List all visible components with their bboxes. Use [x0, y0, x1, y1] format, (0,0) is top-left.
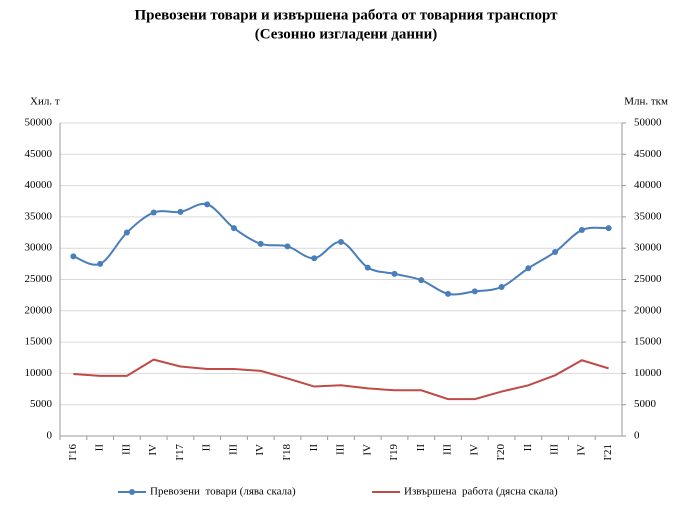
y-tick-label: 25000 [25, 273, 53, 285]
y-tick-label: 50000 [25, 117, 53, 129]
y-tick-label: 10000 [25, 367, 53, 379]
y2-tick-label: 50000 [634, 117, 662, 129]
point-marker [204, 201, 211, 208]
x-tick-label: III [227, 444, 239, 455]
point-marker [605, 225, 612, 232]
y-tick-label: 45000 [25, 148, 53, 160]
x-tick-label: I'16 [67, 444, 79, 461]
point-marker [578, 227, 585, 234]
x-tick-label: II [308, 444, 320, 452]
x-tick-label: I'18 [281, 444, 293, 461]
point-marker [70, 253, 77, 260]
x-tick-label: III [549, 444, 561, 455]
point-marker [284, 243, 291, 250]
point-marker [150, 209, 157, 216]
x-tick-label: IV [254, 444, 266, 456]
x-tick-label: I'17 [174, 444, 186, 461]
point-marker [445, 290, 452, 297]
point-marker [123, 229, 130, 236]
y2-tick-label: 45000 [634, 148, 662, 160]
point-marker [97, 260, 104, 267]
y2-tick-label: 35000 [634, 210, 662, 222]
point-marker [177, 208, 184, 215]
point-marker [525, 265, 532, 272]
y2-tick-label: 40000 [634, 179, 662, 191]
point-marker [257, 240, 264, 247]
x-tick-label: III [442, 444, 454, 455]
y-tick-label: 35000 [25, 210, 53, 222]
y2-tick-label: 30000 [634, 242, 662, 254]
y2-tick-label: 10000 [634, 367, 662, 379]
x-tick-label: IV [468, 444, 480, 456]
x-tick-label: II [415, 444, 427, 452]
y2-tick-label: 25000 [634, 273, 662, 285]
y2-tick-label: 0 [634, 430, 640, 442]
legend-label: Превозени товари (лява скала) [150, 486, 296, 498]
point-marker [230, 225, 237, 232]
x-tick-label: I'19 [388, 444, 400, 461]
x-tick-label: IV [575, 444, 587, 456]
point-marker [418, 277, 425, 284]
x-tick-label: I'21 [602, 444, 614, 461]
y-tick-label: 40000 [25, 179, 53, 191]
y2-axis-label: Млн. ткм [624, 96, 668, 108]
point-marker [471, 288, 478, 295]
point-marker [391, 270, 398, 277]
legend-label: Извършена работа (дясна скала) [404, 486, 558, 498]
point-marker [364, 264, 371, 271]
y-axis-label: Хил. т [30, 96, 60, 108]
y-tick-label: 30000 [25, 242, 53, 254]
point-marker [311, 255, 318, 262]
point-marker [552, 248, 559, 255]
x-tick-label: I'20 [495, 444, 507, 461]
series-line [73, 358, 609, 401]
chart-title: Превозени товари и извършена работа от т… [134, 7, 558, 23]
y-tick-label: 5000 [30, 398, 53, 410]
x-tick-label: II [94, 444, 106, 452]
x-tick-label: II [201, 444, 213, 452]
x-tick-label: II [522, 444, 534, 452]
chart-subtitle: (Сезонно изгладени данни) [255, 26, 438, 42]
x-tick-label: IV [361, 444, 373, 456]
legend-marker [129, 489, 135, 495]
x-tick-label: III [120, 444, 132, 455]
y-tick-label: 0 [47, 430, 53, 442]
y2-tick-label: 15000 [634, 336, 662, 348]
y2-tick-label: 5000 [634, 398, 657, 410]
y-tick-label: 20000 [25, 304, 53, 316]
x-tick-label: IV [147, 444, 159, 456]
series-line [73, 202, 609, 296]
x-tick-label: III [335, 444, 347, 455]
point-marker [498, 284, 505, 291]
y-tick-label: 15000 [25, 336, 53, 348]
y2-tick-label: 20000 [634, 304, 662, 316]
point-marker [338, 238, 344, 245]
